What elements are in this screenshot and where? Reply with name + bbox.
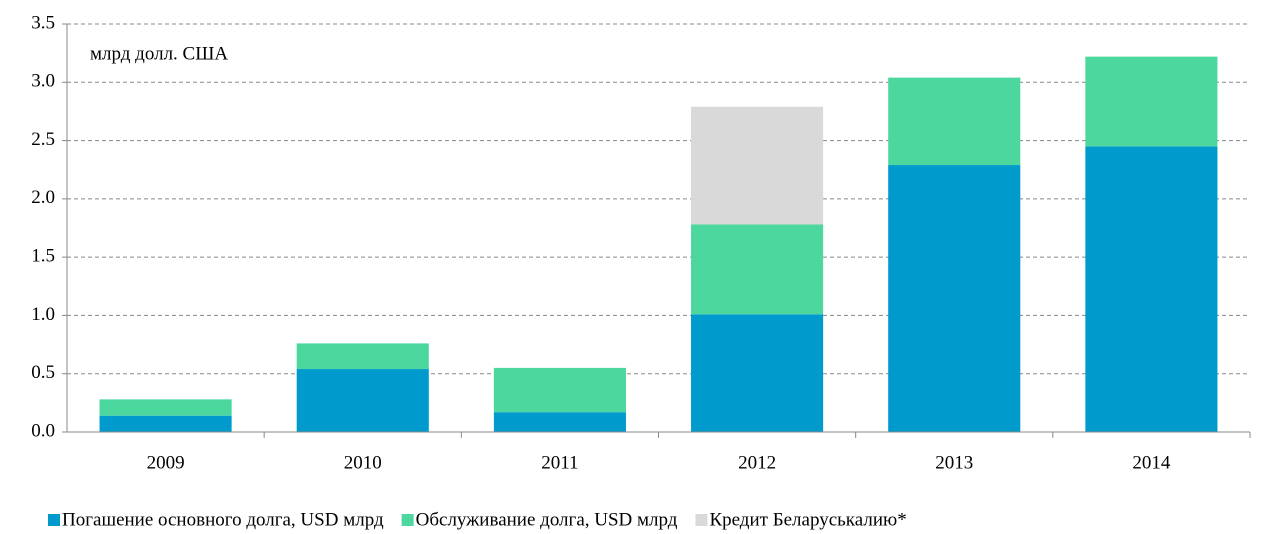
bar-segment [99, 399, 232, 416]
legend-swatch [401, 514, 414, 526]
legend-label: Кредит Беларуськалию* [709, 509, 906, 530]
y-tick-label: 0.0 [31, 420, 55, 441]
x-tick-label: 2010 [344, 452, 382, 473]
bar-segment [1085, 146, 1218, 432]
bar-segment [493, 367, 626, 413]
x-tick-label: 2014 [1132, 452, 1171, 473]
y-tick-label: 1.0 [31, 304, 55, 325]
bar-segment [691, 224, 824, 315]
legend-label: Обслуживание долга, USD млрд [416, 509, 678, 530]
x-tick-label: 2011 [541, 452, 578, 473]
annotation: млрд долл. США [90, 43, 228, 64]
legend-swatch [695, 514, 708, 526]
y-tick-label: 3.5 [31, 12, 55, 33]
bar-segment [888, 77, 1021, 166]
bar-segment [691, 314, 824, 432]
legend-swatch [48, 514, 60, 526]
bar-segment [888, 165, 1021, 432]
bar-segment [1085, 56, 1218, 147]
y-tick-label: 0.5 [31, 362, 55, 383]
y-tick-label: 1.5 [31, 246, 55, 267]
bar-segment [296, 369, 429, 432]
bar-segment [691, 106, 824, 225]
bar-segment [296, 343, 429, 370]
y-tick-label: 3.0 [31, 71, 55, 92]
bar-segment [493, 412, 626, 432]
y-tick-label: 2.0 [31, 187, 55, 208]
x-tick-label: 2013 [935, 452, 973, 473]
x-tick-label: 2009 [147, 452, 185, 473]
x-tick-label: 2012 [738, 452, 776, 473]
y-tick-label: 2.5 [31, 129, 55, 150]
legend-label: Погашение основного долга, USD млрд [62, 509, 384, 530]
bar-segment [99, 415, 232, 432]
